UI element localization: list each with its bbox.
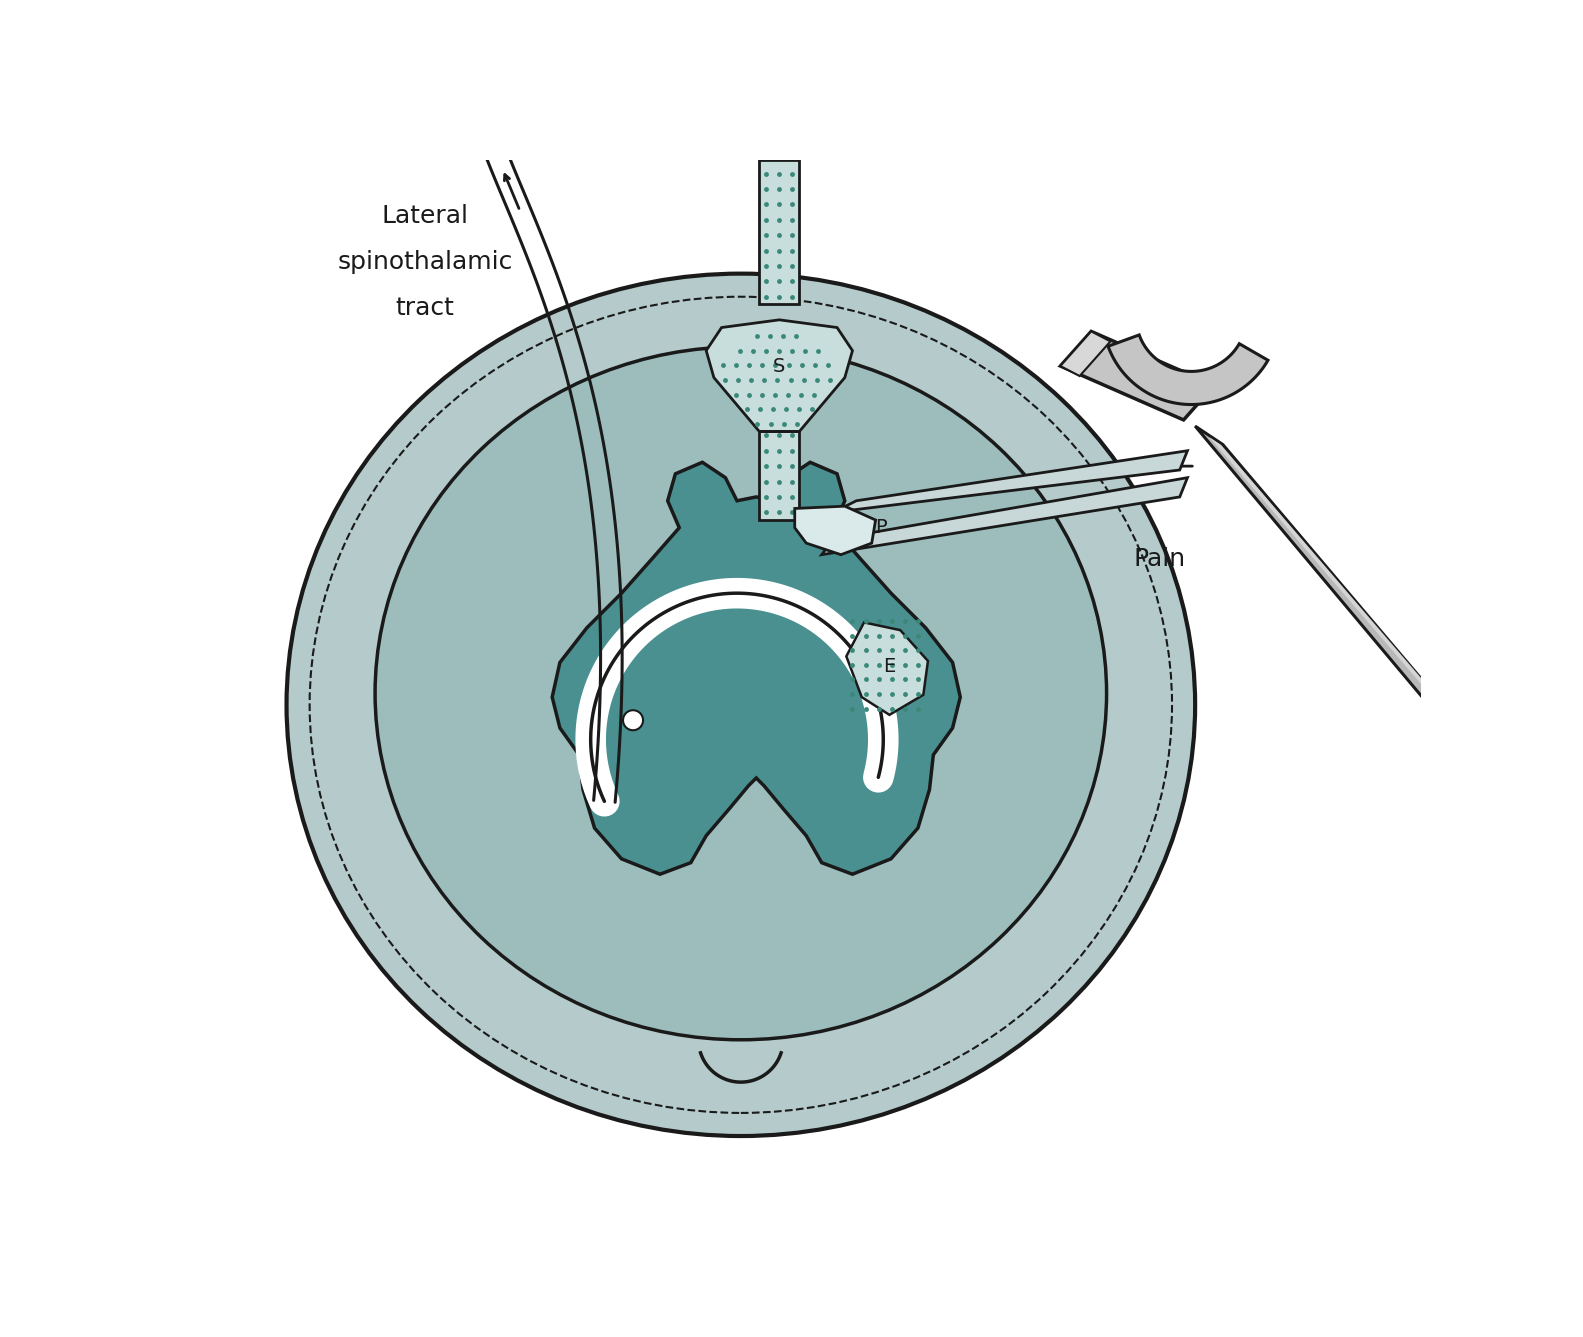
- Bar: [760, 432, 799, 520]
- Polygon shape: [1108, 336, 1268, 405]
- Text: Lateral: Lateral: [382, 203, 469, 227]
- Polygon shape: [795, 507, 875, 555]
- Text: E: E: [883, 656, 896, 675]
- Bar: [760, 160, 799, 305]
- Text: S: S: [773, 357, 785, 376]
- Text: Pain: Pain: [1133, 547, 1186, 571]
- Text: tract: tract: [396, 297, 454, 321]
- Polygon shape: [1209, 437, 1450, 713]
- Polygon shape: [701, 1052, 780, 1082]
- Bar: [760, 160, 799, 305]
- Bar: [760, 432, 799, 520]
- Polygon shape: [1061, 332, 1110, 376]
- Polygon shape: [1195, 427, 1453, 717]
- Polygon shape: [706, 320, 853, 432]
- Polygon shape: [822, 477, 1187, 555]
- Text: spinothalamic: spinothalamic: [337, 250, 513, 274]
- Polygon shape: [847, 623, 928, 715]
- Ellipse shape: [287, 274, 1195, 1136]
- Circle shape: [624, 710, 643, 730]
- Polygon shape: [552, 463, 961, 874]
- Polygon shape: [1061, 332, 1214, 420]
- Ellipse shape: [375, 346, 1107, 1040]
- Polygon shape: [833, 451, 1187, 512]
- Text: P: P: [875, 519, 886, 537]
